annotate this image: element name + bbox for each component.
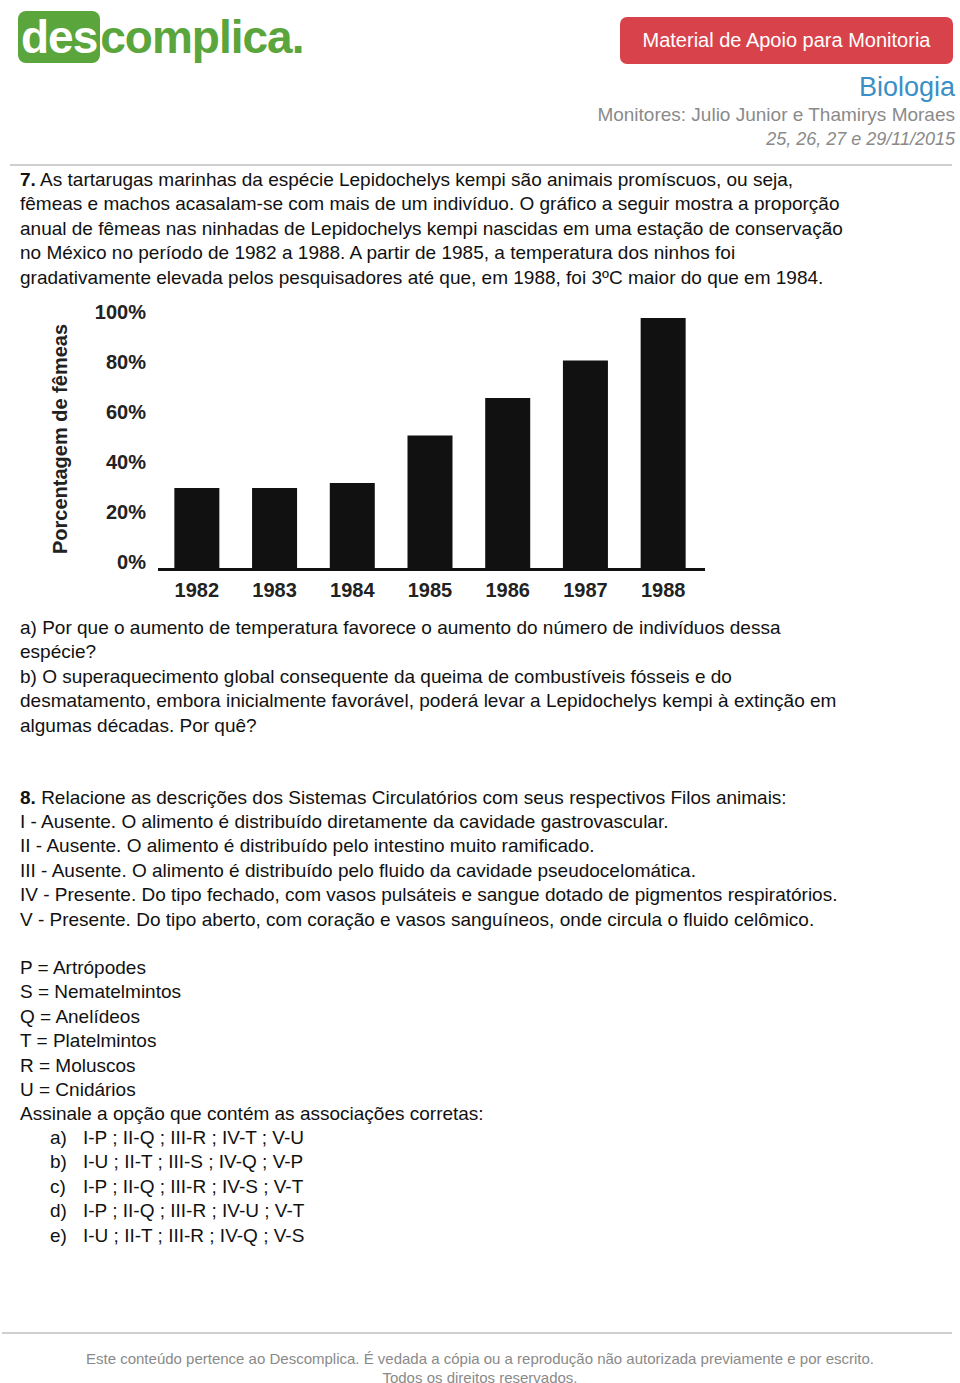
- text-line: Relacione as descrições dos Sistemas Cir…: [41, 787, 787, 808]
- bar: [641, 318, 686, 568]
- y-tick-label: 0%: [117, 551, 146, 573]
- option-letter: e): [50, 1224, 67, 1248]
- description: I - Ausente. O alimento é distribuído di…: [20, 810, 668, 834]
- x-tick-label: 1984: [330, 579, 375, 601]
- bar: [485, 398, 530, 568]
- x-tick-label: 1988: [641, 579, 686, 601]
- item-line: desmatamento, embora inicialmente favorá…: [20, 689, 836, 713]
- description: IV - Presente. Do tipo fechado, com vaso…: [20, 883, 837, 907]
- bar: [408, 436, 453, 569]
- phylum: R = Moluscos: [20, 1054, 136, 1078]
- text-line: anual de fêmeas nas ninhadas de Lepidoch…: [20, 217, 843, 241]
- text-line: fêmeas e machos acasalam-se com mais de …: [20, 193, 839, 214]
- item-line: espécie?: [20, 640, 96, 664]
- description: V - Presente. Do tipo aberto, com coraçã…: [20, 908, 814, 932]
- text-line: anual de fêmeas nas ninhadas de Lepidoch…: [20, 218, 843, 239]
- option-text: I-P ; II-Q ; III-R ; IV-U ; V-T: [83, 1199, 304, 1223]
- text-line: As tartarugas marinhas da espécie Lepido…: [40, 169, 793, 190]
- x-tick-label: 1982: [175, 579, 220, 601]
- badge-text: Material de Apoio para Monitoria: [620, 17, 953, 64]
- x-tick-label: 1983: [252, 579, 297, 601]
- option-text: I-P ; II-Q ; III-R ; IV-S ; V-T: [83, 1175, 303, 1199]
- text-line: no México no período de 1982 a 1988. A p…: [20, 242, 735, 263]
- subject: Biologia: [859, 70, 955, 104]
- option-letter: b): [50, 1150, 67, 1174]
- x-axis: [158, 568, 705, 571]
- option-text: I-U ; II-T ; III-R ; IV-Q ; V-S: [83, 1224, 304, 1248]
- text-line: 7. As tartarugas marinhas da espécie Lep…: [20, 168, 793, 192]
- phylum: S = Nematelmintos: [20, 980, 181, 1004]
- description: II - Ausente. O alimento é distribuído p…: [20, 834, 595, 858]
- question-number: 8.: [20, 787, 36, 808]
- option-text: I-U ; II-T ; III-S ; IV-Q ; V-P: [83, 1150, 303, 1174]
- bar: [252, 488, 297, 568]
- option-letter: c): [50, 1175, 66, 1199]
- text-line: fêmeas e machos acasalam-se com mais de …: [20, 192, 839, 216]
- bar: [330, 483, 375, 568]
- item-line: algumas décadas. Por quê?: [20, 714, 257, 738]
- y-tick-label: 100%: [95, 301, 146, 323]
- space: [36, 169, 40, 190]
- chart: 0% 20% 40% 60% 80% 100% 1982 1983 1984 1985 1986 19…: [40, 300, 720, 610]
- y-tick-label: 80%: [106, 351, 146, 373]
- y-tick-label: 60%: [106, 401, 146, 423]
- item-line: a) Por que o aumento de temperatura favo…: [20, 616, 780, 640]
- option-letter: d): [50, 1199, 67, 1223]
- badge: Material de Apoio para Monitoria: [620, 17, 953, 64]
- footer-rule: [2, 1332, 952, 1334]
- x-tick-label: 1986: [485, 579, 530, 601]
- phylum: T = Platelmintos: [20, 1029, 156, 1053]
- phylum: P = Artrópodes: [20, 956, 146, 980]
- text-line: 8. Relacione as descrições dos Sistemas …: [20, 786, 787, 810]
- option-letter: a): [50, 1126, 67, 1150]
- y-tick-label: 40%: [106, 451, 146, 473]
- bar: [563, 361, 608, 569]
- phylum: Q = Anelídeos: [20, 1005, 140, 1029]
- text-line: gradativamente elevada pelos pesquisador…: [20, 266, 823, 290]
- question-number: 7.: [20, 169, 36, 190]
- text-line: no México no período de 1982 a 1988. A p…: [20, 241, 735, 265]
- logo-part: complica.: [100, 11, 303, 63]
- phylum: U = Cnidários: [20, 1078, 136, 1102]
- logo: descomplica.: [18, 4, 303, 70]
- y-tick-label: 20%: [106, 501, 146, 523]
- logo-part: des: [18, 11, 100, 63]
- text-line: gradativamente elevada pelos pesquisador…: [20, 267, 823, 288]
- x-tick-label: 1985: [408, 579, 453, 601]
- monitors: Monitores: Julio Junior e Thamirys Morae…: [597, 103, 955, 127]
- dates: 25, 26, 27 e 29/11/2015: [766, 127, 955, 151]
- bars: [174, 318, 685, 568]
- header-rule: [10, 164, 952, 166]
- option-text: I-P ; II-Q ; III-R ; IV-T ; V-U: [83, 1126, 304, 1150]
- x-tick-label: 1987: [563, 579, 608, 601]
- footer-text: Todos os direitos reservados.: [0, 1368, 960, 1383]
- item-line: b) O superaquecimento global consequente…: [20, 665, 732, 689]
- prompt: Assinale a opção que contém as associaçõ…: [20, 1102, 484, 1126]
- space: [36, 787, 41, 808]
- description: III - Ausente. O alimento é distribuído …: [20, 859, 696, 883]
- bar: [174, 488, 219, 568]
- footer-text: Este conteúdo pertence ao Descomplica. É…: [0, 1349, 960, 1368]
- y-axis-label: Porcentagem de fêmeas: [49, 324, 71, 554]
